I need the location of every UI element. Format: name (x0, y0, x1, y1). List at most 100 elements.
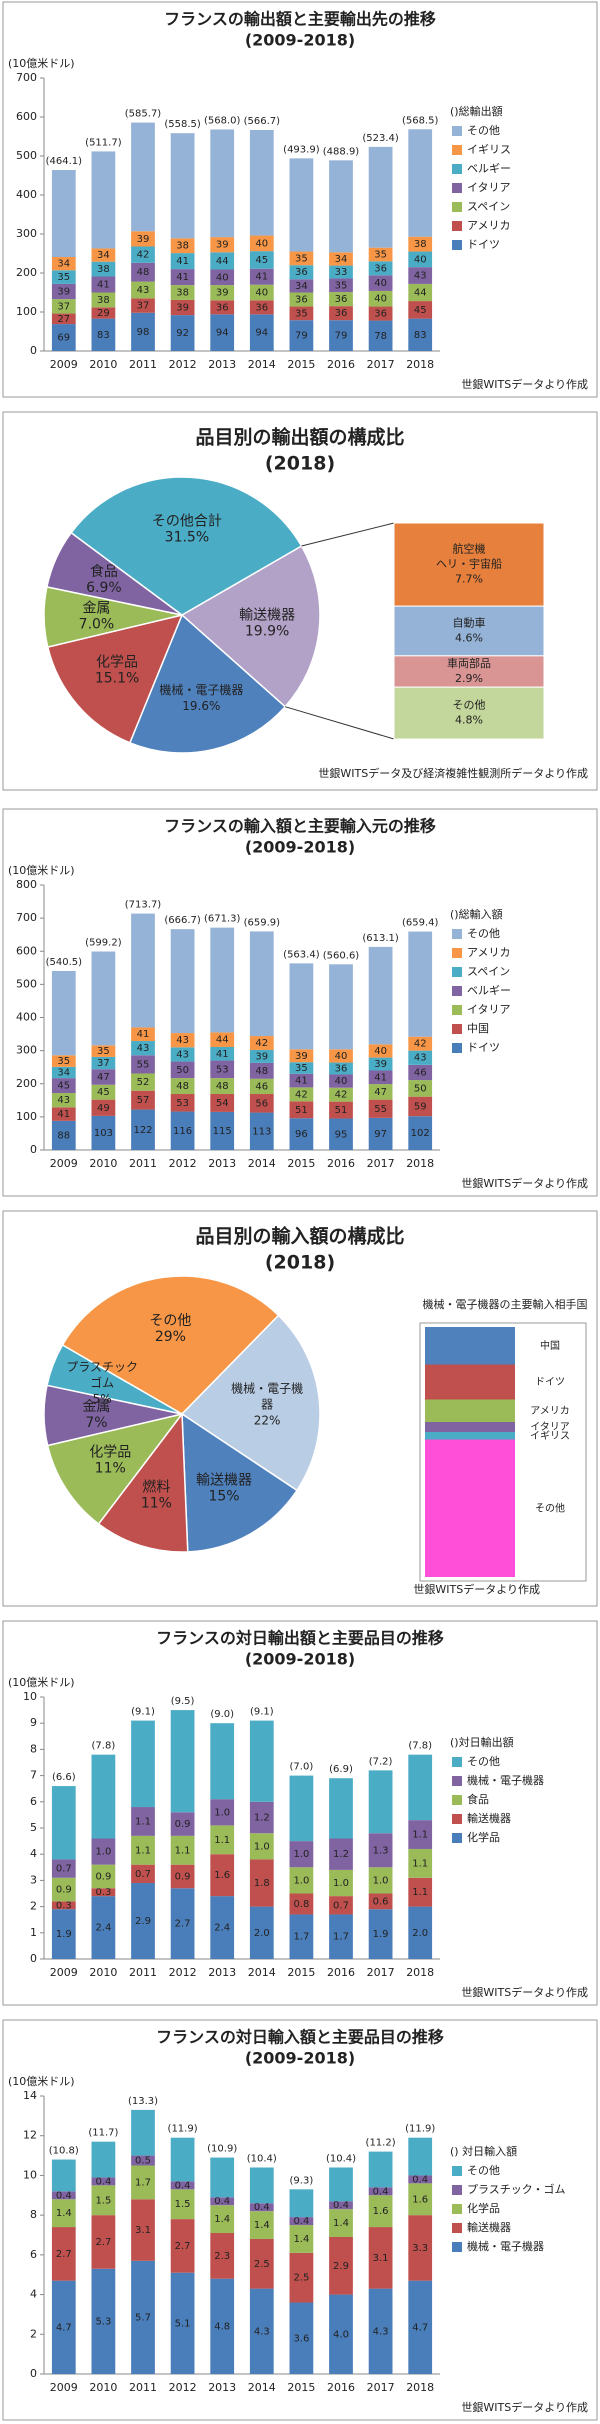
data-label: 45 (255, 255, 268, 266)
data-label: 113 (252, 1126, 271, 1137)
bar-segment (210, 1896, 235, 1959)
total-label: (568.0) (204, 115, 241, 126)
bar-segment (170, 1888, 195, 1959)
bar-segment (329, 1049, 353, 1063)
data-label: 41 (97, 280, 110, 291)
bar-segment (51, 970, 76, 1056)
total-label: (9.5) (171, 1696, 195, 1707)
pie-slice (97, 1411, 189, 1553)
data-label: 50 (176, 1065, 189, 1076)
data-label: 45 (414, 305, 427, 316)
bar-segment (368, 1099, 393, 1118)
bar-segment (131, 1055, 155, 1074)
slice-value: 15.1% (95, 671, 139, 687)
bar-segment (91, 1896, 116, 1959)
x-tick-label: 2014 (248, 1966, 276, 1979)
bar-segment (408, 2215, 433, 2281)
bar-segment (170, 2272, 195, 2374)
data-label: 36 (295, 267, 308, 278)
bar-segment (408, 1848, 433, 1878)
bar-segment (170, 1835, 195, 1865)
bar-segment (170, 133, 195, 239)
legend-label: 化学品 (467, 2201, 500, 2215)
bar-segment (289, 292, 314, 307)
bar-segment (170, 929, 195, 1034)
data-label: 88 (57, 1130, 70, 1141)
bar-segment (170, 1094, 195, 1112)
breakdown-value: 4.6% (455, 632, 483, 645)
bar-segment (408, 2280, 433, 2374)
bar-segment (91, 307, 116, 319)
slice-value: 7.0% (79, 616, 115, 632)
data-label: 0.5 (135, 2156, 151, 2167)
bar-segment (408, 236, 433, 252)
bar-segment (289, 963, 314, 1050)
data-label: 1.0 (95, 1847, 111, 1858)
x-tick-label: 2011 (129, 1966, 157, 1979)
x-tick-label: 2015 (287, 1966, 315, 1979)
breakdown-label: 自動車 (453, 616, 486, 630)
data-label: 1.6 (373, 2206, 389, 2217)
breakdown-segment (425, 1439, 515, 1577)
data-label: 1.8 (254, 1878, 270, 1889)
bar-segment (91, 2185, 116, 2216)
bar-segment (329, 160, 353, 253)
legend-label: イタリア (467, 181, 511, 194)
bar-segment (249, 1801, 274, 1834)
data-label: 0.4 (254, 2202, 270, 2213)
bar-segment (289, 1049, 314, 1063)
data-label: 2.4 (95, 1923, 111, 1934)
data-label: 35 (295, 308, 308, 319)
bar-segment (51, 324, 76, 351)
bar-segment (131, 2155, 155, 2166)
data-label: 1.2 (333, 1849, 349, 1860)
breakdown-title: 機械・電子機器の主要輸入相手国 (423, 1297, 588, 1311)
total-label: (11.7) (88, 2128, 118, 2139)
total-label: (7.8) (408, 1741, 432, 1752)
legend-swatch (452, 1043, 462, 1053)
total-label: (9.3) (290, 2175, 314, 2186)
data-label: 2.9 (135, 1916, 151, 1927)
bar-segment (131, 1835, 155, 1865)
y-tick-label: 12 (23, 2129, 37, 2142)
data-label: 1.3 (373, 1845, 389, 1856)
data-label: 5.1 (175, 2318, 191, 2329)
bar-segment (131, 1864, 155, 1884)
data-label: 1.9 (56, 1929, 72, 1940)
data-label: 33 (335, 267, 348, 278)
legend-label: ドイツ (467, 1041, 500, 1054)
data-label: 37 (97, 1058, 110, 1069)
bar-segment (51, 2227, 76, 2281)
bar-segment (408, 2183, 433, 2216)
slice-label: プラスチック (66, 1360, 138, 1374)
bar-segment (329, 278, 353, 293)
data-label: 40 (374, 294, 387, 305)
data-label: 36 (374, 263, 387, 274)
bar-segment (51, 2280, 76, 2374)
chart-subtitle: (2018) (265, 1252, 335, 1274)
bar-segment (91, 276, 116, 293)
data-label: 35 (335, 280, 348, 291)
total-label: (563.4) (283, 949, 320, 960)
data-label: 51 (295, 1105, 308, 1116)
bar-segment (408, 2137, 433, 2176)
bar-segment (368, 275, 393, 291)
data-label: 36 (335, 1064, 348, 1075)
data-label: 34 (57, 1067, 70, 1078)
data-label: 98 (137, 327, 150, 338)
bar-segment (51, 1859, 76, 1878)
data-label: 38 (414, 239, 427, 250)
data-label: 2.3 (214, 2251, 230, 2262)
data-label: 1.0 (293, 1849, 309, 1860)
bar-segment (91, 1754, 116, 1839)
x-tick-label: 2013 (208, 1966, 236, 1979)
bar-segment (91, 1069, 116, 1085)
legend-label: ドイツ (467, 238, 500, 251)
bar-segment (91, 2141, 116, 2178)
pie-slice (180, 544, 321, 708)
data-label: 2.7 (95, 2237, 111, 2248)
legend-title: ()総輸入額 (450, 907, 503, 921)
data-label: 50 (414, 1083, 427, 1094)
data-label: 2.5 (293, 2273, 309, 2284)
bar-segment (368, 1893, 393, 1910)
